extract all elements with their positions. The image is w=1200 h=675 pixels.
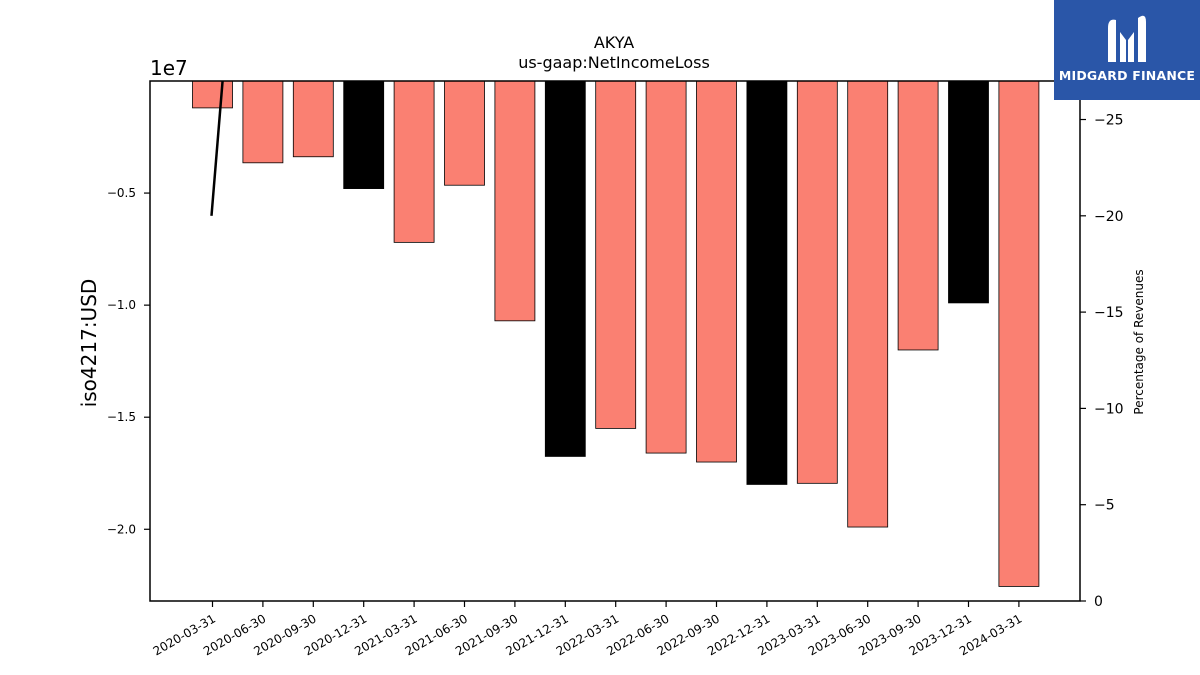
y2-tick-label: −20: [1094, 209, 1124, 225]
bar-2024-03-31: [998, 80, 1040, 587]
bar-2020-09-30: [292, 80, 334, 158]
bar-2021-12-31: [544, 80, 586, 457]
y2-axis-label: Percentage of Revenues: [1132, 269, 1146, 414]
bar-2021-09-30: [494, 80, 536, 322]
bar-2023-09-30: [897, 80, 939, 351]
y-tick-label: −1.0: [107, 298, 136, 312]
y2-tick-label: −5: [1094, 498, 1115, 514]
chart-subtitle: us-gaap:NetIncomeLoss: [518, 53, 710, 72]
bar-2020-03-31: [192, 80, 233, 109]
y2-tick-label: −15: [1094, 305, 1124, 321]
y-tick-label: −0.5: [107, 186, 136, 200]
bar-2021-03-31: [393, 80, 435, 243]
right-axis-ticks: −25 −20 −15 −10 −5 0: [1080, 113, 1124, 610]
y-tick-label: −1.5: [107, 410, 136, 424]
bar-2022-03-31: [595, 80, 637, 429]
y-tick-label: −2.0: [107, 522, 136, 536]
logo-mark-icon: [1108, 15, 1146, 62]
y2-tick-label: −10: [1094, 401, 1124, 417]
plot-frame: [149, 80, 1081, 602]
bar-2022-09-30: [696, 80, 737, 463]
bar-2020-12-31: [343, 80, 385, 189]
bar-2023-12-31: [948, 80, 989, 304]
midgard-finance-logo: MIDGARD FINANCE: [1054, 0, 1200, 100]
bar-2020-06-30: [242, 80, 284, 164]
bar-2023-06-30: [847, 80, 889, 528]
percentage-line: [210, 80, 224, 216]
logo-text: MIDGARD FINANCE: [1058, 68, 1196, 83]
x-axis-ticks: 2020-03-312020-06-302020-09-302020-12-31…: [151, 601, 1024, 658]
y2-tick-label: 0: [1094, 594, 1103, 610]
chart-title: AKYA: [594, 33, 634, 52]
bar-2022-12-31: [746, 80, 788, 485]
bars-group: [192, 80, 1040, 587]
bar-2022-06-30: [645, 80, 687, 454]
left-axis-ticks: −2.0 −1.5 −1.0 −0.5: [107, 186, 150, 536]
bar-2023-03-31: [796, 80, 838, 484]
y-offset-label: 1e7: [150, 56, 188, 80]
y2-tick-label: −25: [1094, 113, 1124, 129]
y-axis-label: iso4217:USD: [77, 279, 101, 408]
bar-2021-06-30: [444, 80, 485, 186]
